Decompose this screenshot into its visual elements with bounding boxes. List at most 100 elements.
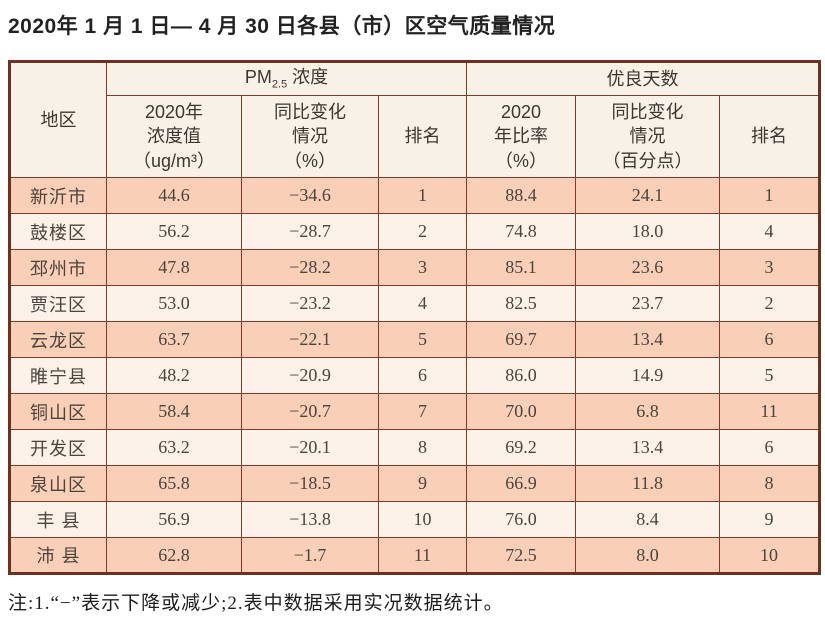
good-change-cell: 24.1 <box>575 177 721 214</box>
col-group-good-days: 优良天数 <box>466 61 821 96</box>
good-rate-cell: 69.7 <box>466 321 577 358</box>
good-change-cell: 23.6 <box>575 249 721 286</box>
good-rank-cell: 6 <box>719 429 821 466</box>
good-rate-cell: 82.5 <box>466 285 577 322</box>
good-rank-cell: 2 <box>719 285 821 322</box>
pm-value-cell: 53.0 <box>106 285 242 322</box>
pm-value-cell: 63.7 <box>106 321 242 358</box>
good-change-cell: 23.7 <box>575 285 721 322</box>
table-row: 邳州市 47.8 −28.2 3 85.1 23.6 3 <box>9 249 821 286</box>
footnote: 注:1.“−”表示下降或减少;2.表中数据采用实况数据统计。 <box>8 593 504 614</box>
good-rank-cell: 6 <box>719 321 821 358</box>
region-cell: 铜山区 <box>9 393 107 430</box>
pm-value-cell: 47.8 <box>106 249 242 286</box>
good-rate-cell: 88.4 <box>466 177 577 214</box>
region-cell: 沛 县 <box>9 537 107 574</box>
good-rank-cell: 9 <box>719 501 821 538</box>
good-change-cell: 8.4 <box>575 501 721 538</box>
pm-rank-cell: 9 <box>377 465 468 502</box>
good-rank-cell: 10 <box>719 537 821 574</box>
pm-rank-cell: 11 <box>377 537 468 574</box>
pm-value-cell: 63.2 <box>106 429 242 466</box>
table-header: 地区 PM2.5 浓度 优良天数 2020年 浓度值 （ug/m³） 同比变化 … <box>9 61 821 178</box>
air-quality-table: 地区 PM2.5 浓度 优良天数 2020年 浓度值 （ug/m³） 同比变化 … <box>8 60 822 575</box>
pm-value-cell: 56.2 <box>106 213 242 250</box>
pm-rank-cell: 10 <box>377 501 468 538</box>
pm-change-cell: −20.7 <box>241 393 379 430</box>
region-cell: 贾汪区 <box>9 285 107 322</box>
table-row: 铜山区 58.4 −20.7 7 70.0 6.8 11 <box>9 393 821 430</box>
good-change-cell: 18.0 <box>575 213 721 250</box>
good-rate-cell: 70.0 <box>466 393 577 430</box>
pm-change-cell: −18.5 <box>241 465 379 502</box>
pm-change-cell: −34.6 <box>241 177 379 214</box>
pm-change-cell: −22.1 <box>241 321 379 358</box>
pm-rank-cell: 3 <box>377 249 468 286</box>
pm-change-cell: −20.9 <box>241 357 379 394</box>
good-rate-cell: 76.0 <box>466 501 577 538</box>
col-group-pm25: PM2.5 浓度 <box>105 61 468 96</box>
pm25-label-prefix: PM <box>244 67 272 88</box>
good-rank-cell: 4 <box>719 213 821 250</box>
pm-change-cell: −13.8 <box>241 501 379 538</box>
pm25-label-suffix: 浓度 <box>287 67 329 88</box>
pm25-label-subscript: 2.5 <box>271 78 288 91</box>
pm-value-cell: 62.8 <box>106 537 242 574</box>
region-cell: 邳州市 <box>9 249 107 286</box>
pm-rank-cell: 7 <box>377 393 468 430</box>
good-rank-cell: 8 <box>719 465 821 502</box>
region-cell: 云龙区 <box>9 321 107 358</box>
col-header-good-rank: 排名 <box>719 95 821 178</box>
good-rate-cell: 69.2 <box>466 429 577 466</box>
good-rank-cell: 5 <box>719 357 821 394</box>
col-header-pm-value: 2020年 浓度值 （ug/m³） <box>106 95 242 178</box>
pm-change-cell: −28.2 <box>241 249 379 286</box>
good-rate-cell: 85.1 <box>466 249 577 286</box>
good-rate-cell: 66.9 <box>466 465 577 502</box>
table-row: 新沂市 44.6 −34.6 1 88.4 24.1 1 <box>9 177 821 214</box>
pm-rank-cell: 5 <box>377 321 468 358</box>
table-body: 新沂市 44.6 −34.6 1 88.4 24.1 1 鼓楼区 56.2 −2… <box>9 177 821 574</box>
col-header-pm-change: 同比变化 情况 （%） <box>241 95 379 178</box>
good-rank-cell: 11 <box>719 393 821 430</box>
region-cell: 丰 县 <box>9 501 107 538</box>
pm-value-cell: 58.4 <box>106 393 242 430</box>
region-cell: 睢宁县 <box>9 357 107 394</box>
good-rate-cell: 86.0 <box>466 357 577 394</box>
good-change-cell: 13.4 <box>575 321 721 358</box>
good-rank-cell: 1 <box>719 177 821 214</box>
good-change-cell: 8.0 <box>575 537 721 574</box>
pm-change-cell: −28.7 <box>241 213 379 250</box>
col-header-pm-rank: 排名 <box>377 95 468 178</box>
region-cell: 新沂市 <box>9 177 107 214</box>
pm-rank-cell: 2 <box>377 213 468 250</box>
pm-change-cell: −1.7 <box>241 537 379 574</box>
pm-value-cell: 65.8 <box>106 465 242 502</box>
region-cell: 鼓楼区 <box>9 213 107 250</box>
good-rank-cell: 3 <box>719 249 821 286</box>
table-row: 开发区 63.2 −20.1 8 69.2 13.4 6 <box>9 429 821 466</box>
table-row: 泉山区 65.8 −18.5 9 66.9 11.8 8 <box>9 465 821 502</box>
pm-rank-cell: 1 <box>377 177 468 214</box>
table-row: 丰 县 56.9 −13.8 10 76.0 8.4 9 <box>9 501 821 538</box>
pm-value-cell: 48.2 <box>106 357 242 394</box>
table-row: 云龙区 63.7 −22.1 5 69.7 13.4 6 <box>9 321 821 358</box>
good-change-cell: 13.4 <box>575 429 721 466</box>
col-header-region: 地区 <box>9 61 107 178</box>
table-row: 贾汪区 53.0 −23.2 4 82.5 23.7 2 <box>9 285 821 322</box>
pm-rank-cell: 4 <box>377 285 468 322</box>
region-cell: 泉山区 <box>9 465 107 502</box>
table-row: 睢宁县 48.2 −20.9 6 86.0 14.9 5 <box>9 357 821 394</box>
pm-change-cell: −20.1 <box>241 429 379 466</box>
region-cell: 开发区 <box>9 429 107 466</box>
table-row: 鼓楼区 56.2 −28.7 2 74.8 18.0 4 <box>9 213 821 250</box>
pm-rank-cell: 6 <box>377 357 468 394</box>
col-header-good-change: 同比变化 情况 （百分点） <box>575 95 721 178</box>
good-change-cell: 14.9 <box>575 357 721 394</box>
pm-change-cell: −23.2 <box>241 285 379 322</box>
good-rate-cell: 74.8 <box>466 213 577 250</box>
page-title: 2020年 1 月 1 日— 4 月 30 日各县（市）区空气质量情况 <box>8 15 556 38</box>
good-change-cell: 6.8 <box>575 393 721 430</box>
col-header-good-rate: 2020 年比率 （%） <box>466 95 577 178</box>
